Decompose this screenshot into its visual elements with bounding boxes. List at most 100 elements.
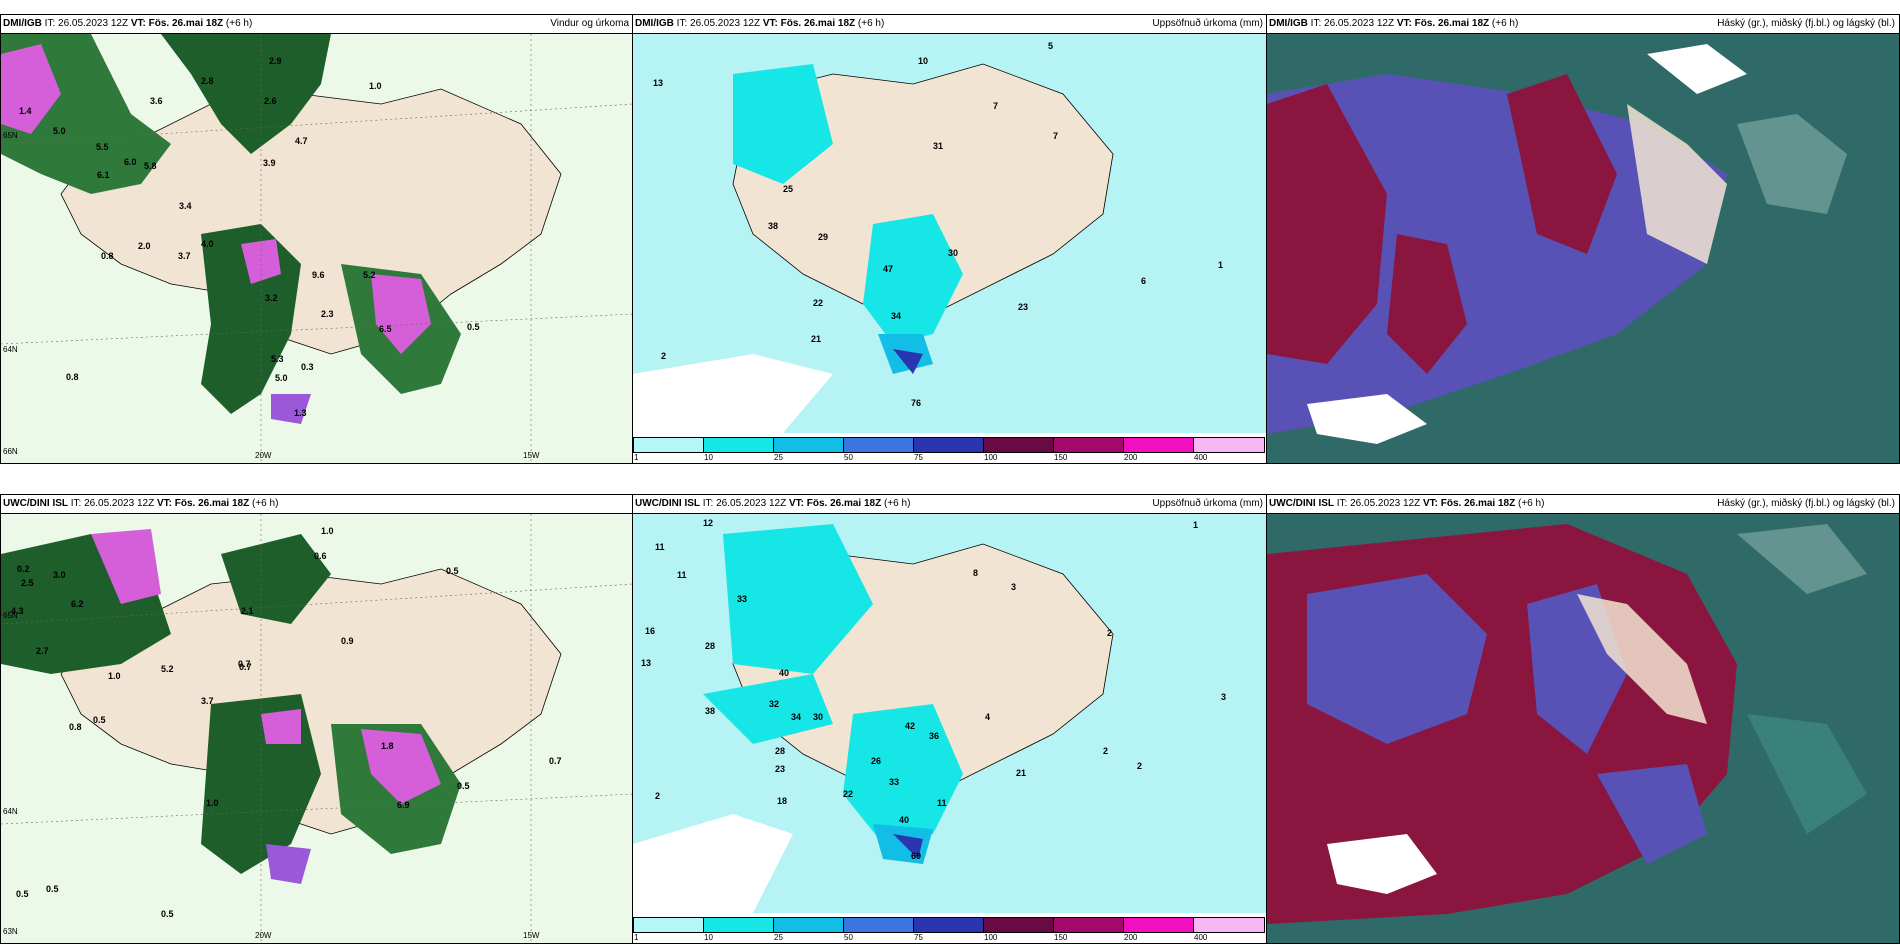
wind-value: 6.1 bbox=[97, 170, 110, 180]
precip-value: 13 bbox=[653, 78, 663, 88]
wind-value: 2.0 bbox=[138, 241, 151, 251]
wind-value: 3.6 bbox=[150, 96, 163, 106]
precip-value: 11 bbox=[937, 798, 947, 808]
colorbar-tick: 100 bbox=[984, 453, 998, 462]
precip-value: 30 bbox=[948, 248, 958, 258]
precip-panel-top: DMI/IGB IT: 26.05.2023 12Z VT: Fös. 26.m… bbox=[632, 14, 1268, 464]
wind-value: 0.2 bbox=[17, 564, 30, 574]
colorbar-swatch bbox=[633, 917, 704, 933]
precip-value: 28 bbox=[705, 641, 715, 651]
wind-value: 0.5 bbox=[467, 322, 480, 332]
precip-map-svg: 12 11 16 11 13 28 33 40 38 32 34 30 36 4… bbox=[633, 514, 1267, 913]
colorbar-swatch bbox=[843, 917, 914, 933]
precip-value: 34 bbox=[891, 311, 901, 321]
wind-value: 0.8 bbox=[69, 722, 82, 732]
colorbar-tick: 25 bbox=[774, 453, 783, 462]
colorbar-swatch bbox=[1123, 917, 1194, 933]
precip-value: 11 bbox=[677, 570, 687, 580]
wind-value: 6.5 bbox=[379, 324, 392, 334]
wind-value: 5.2 bbox=[161, 664, 174, 674]
precip-panel-bottom: UWC/DINI ISL IT: 26.05.2023 12Z VT: Fös.… bbox=[632, 494, 1268, 944]
colorbar-tick: 10 bbox=[704, 453, 713, 462]
axis-label: 15W bbox=[523, 451, 540, 460]
wind-value: 0.5 bbox=[46, 884, 59, 894]
wind-value: 5.0 bbox=[53, 126, 66, 136]
precip-value: 10 bbox=[918, 56, 928, 66]
precip-value: 3 bbox=[1221, 692, 1226, 702]
wind-map: 1.4 2.8 2.9 5.0 5.5 6.1 6.0 5.8 3.6 4.7 … bbox=[1, 34, 633, 463]
precip-value: 23 bbox=[775, 764, 785, 774]
colorbar-tick: 400 bbox=[1194, 453, 1208, 462]
wind-value: 5.8 bbox=[144, 161, 157, 171]
wind-value: 0.8 bbox=[66, 372, 79, 382]
colorbar-swatch bbox=[843, 437, 914, 453]
wind-value: 1.8 bbox=[381, 741, 394, 751]
wind-value: 1.0 bbox=[206, 798, 219, 808]
panel-header: UWC/DINI ISL IT: 26.05.2023 12Z VT: Fös.… bbox=[1267, 495, 1899, 514]
precip-value: 40 bbox=[779, 668, 789, 678]
wind-value: 4.0 bbox=[201, 239, 214, 249]
axis-label: 63N bbox=[3, 927, 18, 936]
wind-value: 0.9 bbox=[341, 636, 354, 646]
precip-map: 12 11 16 11 13 28 33 40 38 32 34 30 36 4… bbox=[633, 514, 1267, 913]
precip-value: 2 bbox=[1103, 746, 1108, 756]
wind-value: 3.4 bbox=[179, 201, 192, 211]
model-name: DMI/IGB bbox=[635, 18, 674, 29]
valid-time: VT: Fös. 26.mai 18Z bbox=[762, 18, 856, 29]
panel-header: UWC/DINI ISL IT: 26.05.2023 12Z VT: Fös.… bbox=[633, 495, 1267, 514]
wind-value: 0.5 bbox=[93, 715, 106, 725]
wind-value: 2.7 bbox=[36, 646, 49, 656]
wind-value: 6.2 bbox=[71, 599, 84, 609]
axis-label: 64N bbox=[3, 345, 18, 354]
colorbar-swatch bbox=[913, 917, 984, 933]
precip-value: 22 bbox=[813, 298, 823, 308]
colorbar-swatch bbox=[1193, 437, 1265, 453]
panel-header: UWC/DINI ISL IT: 26.05.2023 12Z VT: Fös.… bbox=[1, 495, 633, 514]
wind-value: 3.2 bbox=[265, 293, 278, 303]
wind-panel-top: DMI/IGB IT: 26.05.2023 12Z VT: Fös. 26.m… bbox=[0, 14, 634, 464]
colorbar-tick: 1 bbox=[634, 453, 639, 462]
axis-label: 66N bbox=[3, 447, 18, 456]
axis-label: 15W bbox=[523, 931, 540, 940]
colorbar-tick: 400 bbox=[1194, 933, 1208, 942]
precip-value: 7 bbox=[993, 101, 998, 111]
wind-value: 0.7 bbox=[239, 662, 252, 672]
init-time: IT: 26.05.2023 12Z bbox=[1336, 498, 1421, 509]
colorbar: 1 10 25 50 75 100 150 200 400 bbox=[633, 433, 1267, 463]
panel-header: DMI/IGB IT: 26.05.2023 12Z VT: Fös. 26.m… bbox=[1267, 15, 1899, 34]
colorbar-tick: 50 bbox=[844, 453, 853, 462]
lead-time: (+6 h) bbox=[884, 498, 911, 509]
panel-title: Uppsöfnuð úrkoma (mm) bbox=[1152, 18, 1263, 29]
valid-time: VT: Fös. 26.mai 18Z bbox=[130, 18, 224, 29]
precip-value: 3 bbox=[1011, 582, 1016, 592]
wind-panel-bottom: UWC/DINI ISL IT: 26.05.2023 12Z VT: Fös.… bbox=[0, 494, 634, 944]
precip-value: 28 bbox=[775, 746, 785, 756]
wind-value: 3.0 bbox=[53, 570, 66, 580]
init-time: IT: 26.05.2023 12Z bbox=[676, 18, 761, 29]
wind-value: 4.3 bbox=[11, 606, 24, 616]
wind-value: 3.9 bbox=[263, 158, 276, 168]
precip-value: 30 bbox=[813, 712, 823, 722]
init-time: IT: 26.05.2023 12Z bbox=[702, 498, 787, 509]
wind-value: 1.4 bbox=[19, 106, 32, 116]
colorbar-tick: 1 bbox=[634, 933, 639, 942]
precip-value: 2 bbox=[1137, 761, 1142, 771]
precip-value: 47 bbox=[883, 264, 893, 274]
precip-value: 40 bbox=[899, 815, 909, 825]
precip-value: 23 bbox=[1018, 302, 1028, 312]
valid-time: VT: Fös. 26.mai 18Z bbox=[1396, 18, 1490, 29]
wind-value: 1.0 bbox=[369, 81, 382, 91]
wind-value: 0.7 bbox=[238, 659, 251, 669]
precip-value: 12 bbox=[703, 518, 713, 528]
axis-label: 65N bbox=[3, 131, 18, 140]
axis-label: 64N bbox=[3, 807, 18, 816]
colorbar-swatch bbox=[983, 437, 1054, 453]
precip-value: 7 bbox=[1053, 131, 1058, 141]
valid-time: VT: Fös. 26.mai 18Z bbox=[156, 498, 250, 509]
wind-value: 2.3 bbox=[321, 309, 334, 319]
precip-value: 4 bbox=[985, 712, 990, 722]
colorbar-tick: 75 bbox=[914, 933, 923, 942]
colorbar-swatch bbox=[1193, 917, 1265, 933]
precip-value: 36 bbox=[929, 731, 939, 741]
wind-value: 2.6 bbox=[264, 96, 277, 106]
